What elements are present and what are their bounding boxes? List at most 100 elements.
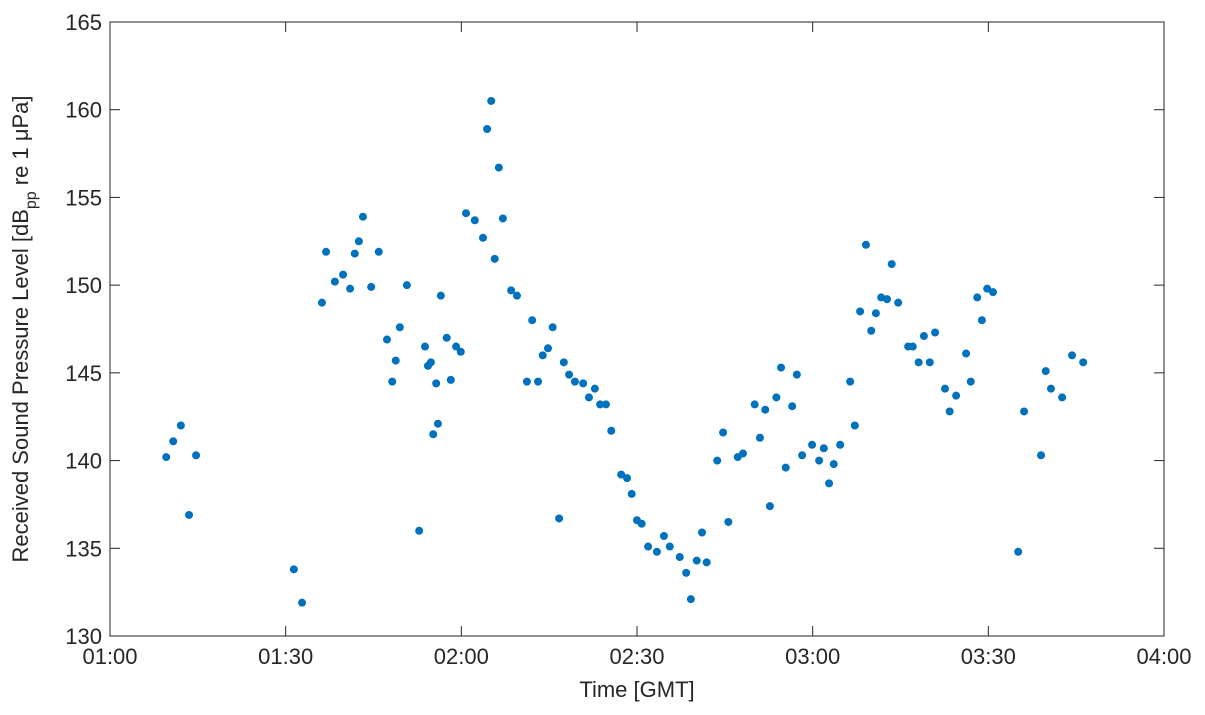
data-point xyxy=(402,281,411,290)
data-point xyxy=(494,163,503,172)
data-point xyxy=(925,358,934,367)
data-point xyxy=(426,358,435,367)
data-point xyxy=(487,96,496,105)
data-point xyxy=(298,598,307,607)
data-point xyxy=(637,519,646,528)
data-point xyxy=(781,463,790,472)
data-point xyxy=(887,260,896,269)
data-point xyxy=(966,377,975,386)
data-point xyxy=(507,286,516,295)
data-point xyxy=(867,326,876,335)
data-point xyxy=(623,474,632,483)
data-point xyxy=(692,556,701,565)
data-point xyxy=(919,332,928,341)
data-point xyxy=(382,335,391,344)
data-point xyxy=(765,502,774,511)
data-point xyxy=(415,526,424,535)
data-point xyxy=(652,547,661,556)
data-point xyxy=(697,528,706,537)
y-tick-label: 135 xyxy=(65,536,102,561)
data-point xyxy=(686,595,695,604)
data-point xyxy=(914,358,923,367)
data-point xyxy=(627,489,636,498)
data-point xyxy=(829,460,838,469)
data-point xyxy=(565,370,574,379)
y-tick-label: 155 xyxy=(65,185,102,210)
data-point xyxy=(185,510,194,519)
data-point xyxy=(429,430,438,439)
data-point xyxy=(665,542,674,551)
y-axis-label-subscript: pp xyxy=(23,191,40,209)
data-point xyxy=(952,391,961,400)
data-point xyxy=(719,428,728,437)
y-tick-label: 130 xyxy=(65,624,102,649)
y-tick-label: 165 xyxy=(65,10,102,35)
data-point xyxy=(555,514,564,523)
data-point xyxy=(798,451,807,460)
data-point xyxy=(617,470,626,479)
data-point xyxy=(192,451,201,460)
data-point xyxy=(861,240,870,249)
data-point xyxy=(162,453,171,462)
x-axis-label: Time [GMT] xyxy=(579,677,694,702)
data-point xyxy=(702,558,711,567)
data-point xyxy=(908,342,917,351)
data-point xyxy=(436,291,445,300)
data-point xyxy=(354,237,363,246)
data-point xyxy=(941,384,950,393)
data-point xyxy=(607,426,616,435)
data-point xyxy=(713,456,722,465)
x-tick-label: 04:00 xyxy=(1136,644,1191,669)
data-point xyxy=(1014,547,1023,556)
data-point xyxy=(819,444,828,453)
data-point xyxy=(442,333,451,342)
data-point xyxy=(433,419,442,428)
data-point xyxy=(675,553,684,562)
data-point xyxy=(590,384,599,393)
data-point xyxy=(456,347,465,356)
data-point xyxy=(367,282,376,291)
data-point xyxy=(330,277,339,286)
data-point xyxy=(528,316,537,325)
data-point xyxy=(388,377,397,386)
data-point xyxy=(788,402,797,411)
data-point xyxy=(825,479,834,488)
y-tick-label: 140 xyxy=(65,449,102,474)
data-point xyxy=(883,295,892,304)
data-point xyxy=(169,437,178,446)
data-point xyxy=(871,309,880,318)
data-point xyxy=(738,449,747,458)
x-tick-label: 01:30 xyxy=(258,644,313,669)
data-point xyxy=(570,377,579,386)
data-point xyxy=(176,421,185,430)
data-point xyxy=(750,400,759,409)
data-point xyxy=(1079,358,1088,367)
data-point xyxy=(391,356,400,365)
data-point xyxy=(601,400,610,409)
data-point xyxy=(850,421,859,430)
data-point xyxy=(1046,384,1055,393)
x-tick-label: 02:30 xyxy=(609,644,664,669)
data-point xyxy=(339,270,348,279)
data-point xyxy=(452,342,461,351)
data-point xyxy=(1058,393,1067,402)
data-point xyxy=(815,456,824,465)
data-point xyxy=(973,293,982,302)
data-point xyxy=(931,328,940,337)
data-point xyxy=(792,370,801,379)
y-axis-label-rest: re 1 μPa] xyxy=(8,95,33,191)
data-point xyxy=(724,517,733,526)
data-point xyxy=(374,247,383,256)
data-point xyxy=(1037,451,1046,460)
data-point xyxy=(483,125,492,134)
data-point xyxy=(659,532,668,541)
data-point xyxy=(596,400,605,409)
x-tick-label: 03:00 xyxy=(785,644,840,669)
data-point xyxy=(432,379,441,388)
y-axis-label-main: Received Sound Pressure Level [dB xyxy=(8,209,33,562)
data-point xyxy=(894,298,903,307)
data-point xyxy=(836,440,845,449)
data-point xyxy=(808,440,817,449)
x-tick-label: 02:00 xyxy=(434,644,489,669)
